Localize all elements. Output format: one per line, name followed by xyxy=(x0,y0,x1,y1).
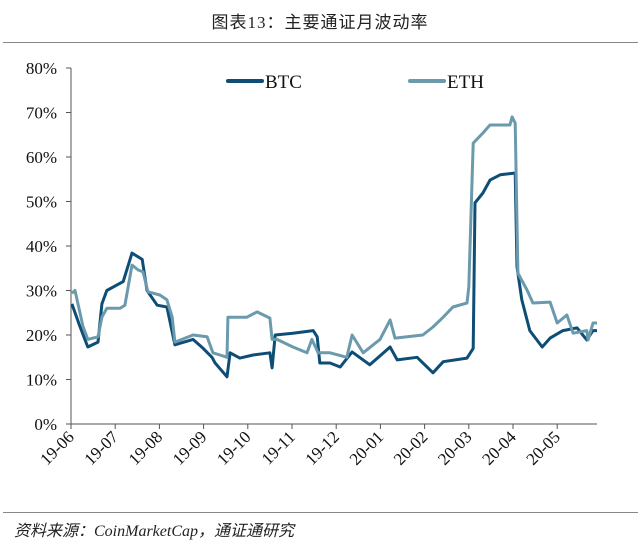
y-tick-label: 60% xyxy=(26,148,57,167)
y-tick-label: 70% xyxy=(26,104,57,123)
legend: BTC ETH xyxy=(226,72,484,93)
legend-label-btc: BTC xyxy=(265,72,302,93)
x-tick-label: 20-05 xyxy=(523,427,564,468)
y-tick-label: 20% xyxy=(26,326,57,345)
x-tick-label: 19-11 xyxy=(258,427,299,468)
x-tick-label: 19-08 xyxy=(125,427,166,468)
x-tick-label: 19-12 xyxy=(302,427,343,468)
y-tick-label: 80% xyxy=(26,59,57,78)
x-tick-label: 19-07 xyxy=(81,427,123,469)
source-note: 资料来源：CoinMarketCap，通证通研究 xyxy=(14,523,294,540)
series-lines xyxy=(70,115,597,379)
chart-title: 图表13：主要通证月波动率 xyxy=(211,13,429,32)
x-tick-label: 19-10 xyxy=(213,427,254,468)
x-tick-label: 20-04 xyxy=(478,427,520,469)
footer-divider xyxy=(3,512,638,513)
title-divider xyxy=(3,42,638,43)
x-tick-label: 19-09 xyxy=(169,427,210,468)
y-tick-label: 30% xyxy=(26,282,57,301)
series-line-eth xyxy=(70,115,597,359)
y-tick-label: 40% xyxy=(26,237,57,256)
y-tick-label: 0% xyxy=(34,415,57,434)
legend-label-eth: ETH xyxy=(447,72,484,93)
x-tick-label: 20-01 xyxy=(346,427,387,468)
y-tick-label: 10% xyxy=(26,371,57,390)
x-tick-label: 20-02 xyxy=(390,427,431,468)
y-tick-label: 50% xyxy=(26,193,57,212)
x-tick-label: 20-03 xyxy=(434,427,475,468)
